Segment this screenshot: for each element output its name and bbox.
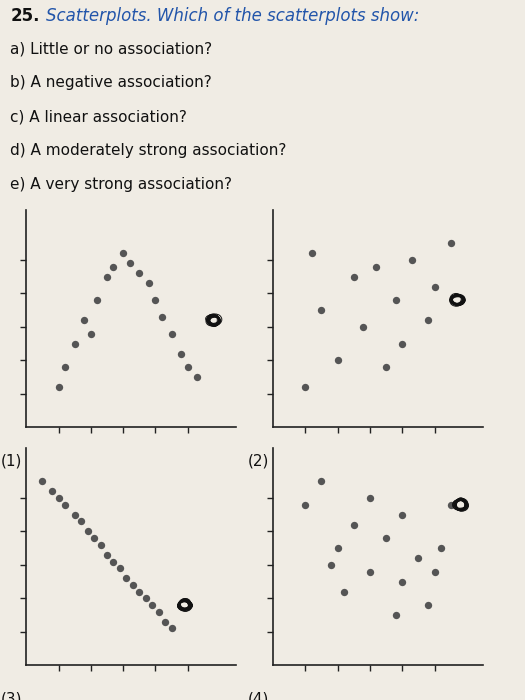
Point: [333, 355, 342, 366]
Point: [97, 539, 105, 550]
Text: 25.: 25.: [10, 7, 40, 25]
Point: [372, 261, 381, 272]
Point: [184, 361, 192, 372]
Point: [408, 255, 416, 266]
Point: [103, 271, 111, 282]
Point: [55, 493, 63, 504]
Point: [430, 281, 439, 293]
Point: [61, 499, 69, 510]
Point: [366, 566, 374, 577]
Point: [38, 476, 47, 487]
Point: [340, 586, 348, 597]
Text: (4): (4): [248, 691, 269, 700]
Point: [145, 278, 153, 289]
Point: [446, 499, 455, 510]
Point: [70, 338, 79, 349]
Text: b) A negative association?: b) A negative association?: [10, 75, 212, 90]
Point: [392, 295, 400, 306]
Point: [414, 552, 423, 564]
Point: [151, 295, 160, 306]
Point: [109, 261, 118, 272]
Point: [135, 586, 143, 597]
Point: [161, 616, 170, 627]
Point: [301, 499, 310, 510]
Point: [317, 304, 326, 316]
Point: [398, 509, 406, 520]
Point: [87, 328, 95, 339]
Point: [119, 248, 128, 259]
Point: [55, 382, 63, 393]
Point: [424, 314, 432, 326]
Point: [308, 248, 316, 259]
Point: [93, 295, 101, 306]
Point: [301, 382, 310, 393]
Point: [109, 556, 118, 567]
Text: c) A linear association?: c) A linear association?: [10, 109, 187, 124]
Point: [350, 519, 358, 531]
Point: [350, 271, 358, 282]
Point: [125, 258, 134, 269]
Point: [382, 533, 390, 544]
Point: [142, 593, 150, 604]
Point: [392, 609, 400, 620]
Point: [135, 268, 143, 279]
Point: [116, 563, 124, 574]
Point: [167, 623, 176, 634]
Point: [398, 576, 406, 587]
Point: [167, 328, 176, 339]
Point: [366, 493, 374, 504]
Text: d) A moderately strong association?: d) A moderately strong association?: [10, 143, 287, 158]
Point: [359, 321, 368, 332]
Point: [177, 348, 185, 359]
Point: [103, 550, 111, 561]
Point: [446, 238, 455, 249]
Point: [327, 559, 335, 570]
Point: [77, 516, 86, 527]
Text: (3): (3): [1, 691, 23, 700]
Point: [90, 533, 98, 544]
Point: [148, 599, 156, 610]
Point: [430, 566, 439, 577]
Text: (2): (2): [248, 453, 269, 468]
Point: [437, 542, 445, 554]
Point: [333, 542, 342, 554]
Point: [193, 371, 202, 382]
Point: [122, 573, 131, 584]
Point: [317, 476, 326, 487]
Point: [48, 486, 56, 497]
Text: a) Little or no association?: a) Little or no association?: [10, 41, 213, 56]
Point: [424, 599, 432, 610]
Point: [398, 338, 406, 349]
Point: [83, 526, 92, 537]
Text: (1): (1): [1, 453, 23, 468]
Point: [154, 606, 163, 617]
Text: Scatterplots. Which of the scatterplots show:: Scatterplots. Which of the scatterplots …: [46, 7, 419, 25]
Point: [61, 361, 69, 372]
Point: [158, 312, 166, 323]
Point: [382, 361, 390, 372]
Point: [129, 580, 137, 591]
Text: e) A very strong association?: e) A very strong association?: [10, 177, 233, 192]
Point: [80, 314, 89, 326]
Point: [70, 509, 79, 520]
